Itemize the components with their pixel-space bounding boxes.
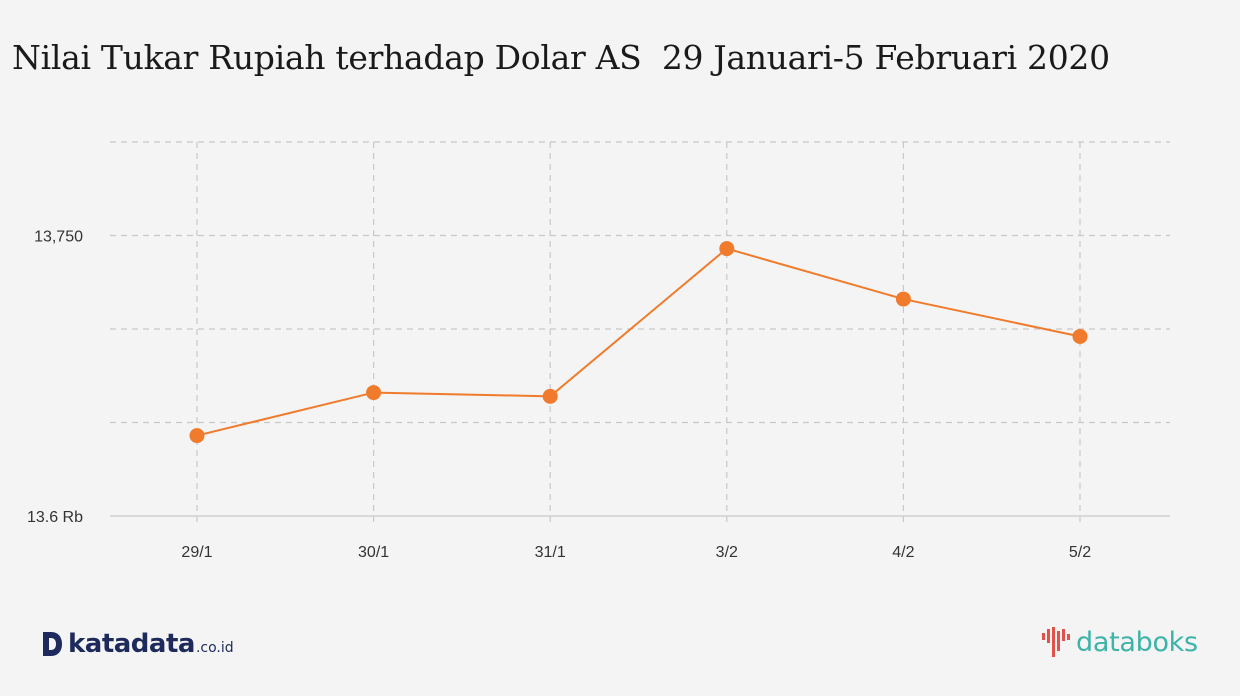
data-point [189, 428, 205, 444]
x-tick-label: 31/1 [535, 544, 566, 561]
line-chart: 13.6 Rb 13,750 29/1 30/1 31/1 3/2 4/2 5/2 [27, 141, 1170, 562]
y-tick-label: 13.6 Rb [27, 509, 83, 526]
x-tick-label: 3/2 [716, 544, 738, 561]
series-layer [189, 241, 1088, 444]
x-tick-label: 30/1 [358, 544, 389, 561]
x-tick-label: 29/1 [181, 544, 212, 561]
databoks-logo: databoks [1040, 624, 1198, 660]
katadata-suffix: .co.id [195, 640, 234, 656]
grid-layer [110, 141, 1170, 524]
series-line [196, 247, 1081, 437]
katadata-logo-icon [43, 632, 62, 656]
databoks-logo-icon [1042, 627, 1070, 657]
label-layer: 13.6 Rb 13,750 29/1 30/1 31/1 3/2 4/2 5/2 [27, 229, 1091, 562]
data-point [719, 241, 735, 257]
databoks-name: databoks [1076, 626, 1198, 658]
chart-title: Nilai Tukar Rupiah terhadap Dolar AS 29 … [12, 38, 1110, 77]
data-point [895, 291, 911, 307]
katadata-logo: katadata .co.id [40, 626, 234, 658]
y-tick-label: 13,750 [34, 229, 83, 246]
data-point [366, 385, 382, 401]
data-point [1072, 328, 1088, 344]
x-tick-label: 4/2 [892, 544, 914, 561]
katadata-name: katadata [68, 629, 195, 659]
x-tick-label: 5/2 [1069, 544, 1091, 561]
data-point [542, 388, 558, 404]
